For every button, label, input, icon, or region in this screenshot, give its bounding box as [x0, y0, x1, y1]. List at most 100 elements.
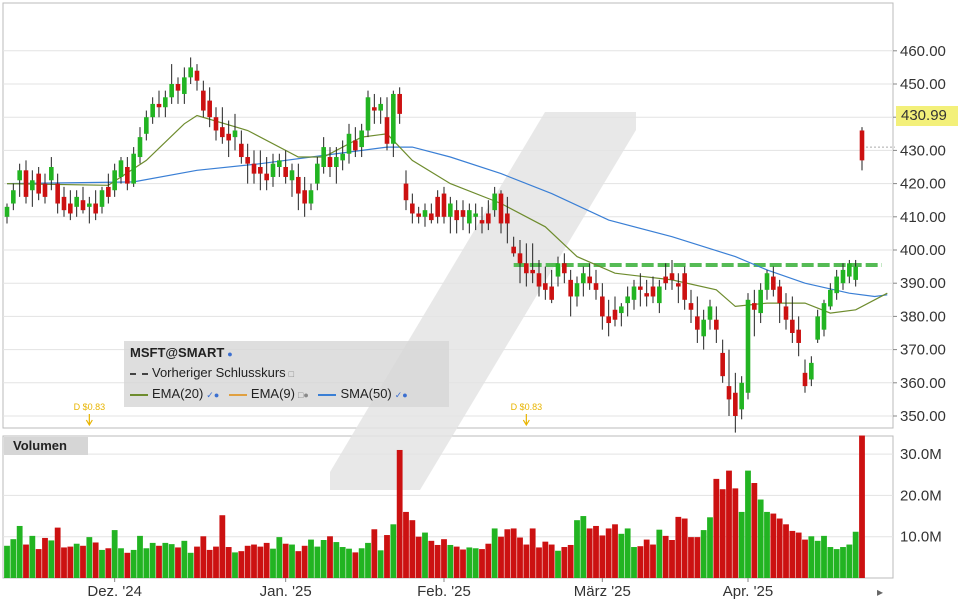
- volume-bar: [795, 532, 802, 578]
- volume-bar: [92, 542, 99, 578]
- volume-bar: [118, 548, 124, 578]
- candle-body: [600, 296, 605, 317]
- volume-bar: [67, 546, 74, 578]
- candle-body: [802, 372, 808, 387]
- legend-symbol-row: MSFT@SMART ●: [130, 345, 233, 360]
- volume-bar: [396, 449, 403, 578]
- candle-body: [422, 210, 428, 217]
- candle-body: [131, 153, 136, 184]
- candle-body: [61, 196, 67, 211]
- volume-bar: [814, 540, 821, 578]
- volume-bar: [371, 529, 378, 578]
- candle-body: [258, 167, 263, 174]
- candle-body: [638, 286, 643, 290]
- checkbox-icon[interactable]: □: [288, 369, 295, 379]
- volume-bar: [409, 520, 416, 578]
- candle-body: [479, 220, 485, 224]
- candle-body: [644, 293, 649, 297]
- candle-body: [245, 157, 250, 164]
- volume-bar: [612, 524, 618, 578]
- candle-body: [296, 176, 301, 194]
- candle-body: [156, 103, 162, 108]
- candle-body: [612, 309, 618, 320]
- candle-body: [340, 153, 345, 161]
- legend-prev-close: Vorheriger Schlusskurs: [152, 365, 286, 380]
- candle-body: [321, 147, 326, 167]
- candle-body: [676, 283, 681, 287]
- candle-body: [663, 276, 668, 284]
- dividend-arrow-icon: [85, 414, 93, 427]
- volume-bar: [168, 544, 175, 578]
- candle-body: [327, 157, 333, 167]
- candle-body: [137, 137, 143, 158]
- volume-bar: [681, 518, 688, 578]
- volume-bar: [656, 529, 663, 578]
- candle-body: [606, 316, 611, 324]
- candle-body: [17, 170, 22, 181]
- candle-body: [68, 203, 73, 214]
- volume-bar: [352, 552, 359, 578]
- candle-body: [555, 263, 561, 277]
- candle-body: [144, 117, 149, 134]
- candle-body: [517, 253, 523, 264]
- y-tick-label: 420.00: [900, 176, 946, 193]
- volume-bar: [441, 539, 447, 578]
- candle-body: [220, 127, 225, 138]
- volume-bar: [422, 532, 428, 578]
- x-tick-label: Dez. '24: [87, 583, 142, 600]
- volume-bar: [301, 545, 308, 578]
- candle-body: [777, 286, 782, 304]
- candle-body: [492, 193, 497, 211]
- candle-body: [106, 186, 111, 197]
- candle-body: [74, 196, 79, 207]
- volume-bar: [523, 544, 530, 578]
- candle-body: [619, 306, 624, 314]
- volume-bar: [384, 535, 390, 578]
- volume-bar: [232, 552, 238, 578]
- ema20-toggle-icon[interactable]: ✓●: [206, 390, 220, 400]
- candle-body: [505, 213, 510, 224]
- candle-body: [593, 283, 599, 290]
- candle-body: [847, 263, 852, 277]
- candle-body: [188, 67, 193, 78]
- volume-bar: [453, 546, 460, 578]
- candle-body: [631, 286, 637, 300]
- sma50-toggle-icon[interactable]: ✓●: [394, 390, 408, 400]
- candle-body: [359, 130, 364, 148]
- candle-body: [783, 306, 789, 320]
- volume-bar: [770, 513, 777, 578]
- volume-bar: [555, 550, 561, 578]
- volume-bar: [460, 549, 466, 578]
- candle-body: [112, 170, 117, 191]
- candle-body: [840, 269, 846, 284]
- candle-body: [473, 213, 478, 217]
- volume-bar: [61, 547, 67, 578]
- volume-bar: [225, 547, 232, 578]
- ema9-line-icon: [228, 393, 247, 396]
- candle-body: [11, 190, 16, 204]
- volume-bar: [757, 499, 764, 578]
- dashed-line-icon: [130, 372, 148, 375]
- candle-body: [150, 103, 155, 118]
- volume-bar: [124, 552, 131, 578]
- dividend-label: D $0.83: [511, 402, 543, 412]
- volume-bar: [263, 542, 270, 578]
- candle-body: [828, 289, 833, 307]
- x-tick-label: Jan. '25: [260, 583, 312, 600]
- volume-bar: [808, 536, 815, 578]
- candle-body: [454, 210, 459, 221]
- candle-body: [733, 392, 738, 416]
- candle-body: [207, 100, 212, 118]
- volume-bar: [187, 552, 194, 578]
- candle-body: [378, 103, 383, 111]
- ema9-toggle-icon[interactable]: □●: [297, 390, 309, 400]
- candle-body: [486, 213, 491, 224]
- volume-bar: [504, 529, 511, 578]
- candle-body: [270, 163, 276, 177]
- settings-dot-icon[interactable]: ●: [227, 349, 233, 359]
- y-tick-label: 350.00: [900, 408, 946, 425]
- scroll-arrow-icon: ▸: [877, 585, 883, 599]
- sma50-line-icon: [318, 393, 337, 396]
- volume-bar: [764, 511, 770, 578]
- volume-bar: [105, 548, 112, 578]
